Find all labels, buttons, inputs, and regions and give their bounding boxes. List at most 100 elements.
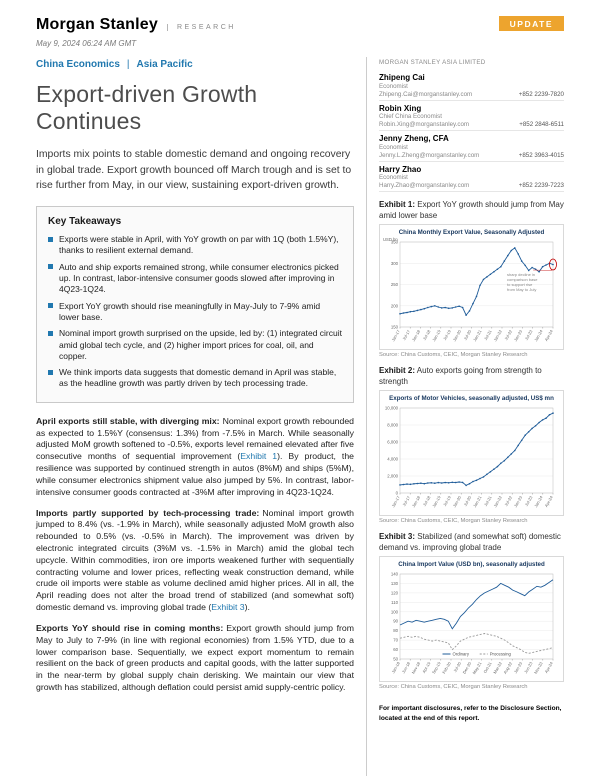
analyst-phone: +852 2239-7820 [518, 90, 564, 98]
publication-date: May 9, 2024 06:24 AM GMT [36, 39, 137, 48]
svg-text:Jan-18: Jan-18 [411, 495, 422, 509]
chart-title: China Monthly Export Value, Seasonally A… [398, 229, 545, 237]
svg-text:to support rise: to support rise [507, 282, 533, 287]
svg-text:Jan-21: Jan-21 [472, 495, 483, 509]
svg-text:Jul-17: Jul-17 [401, 495, 411, 508]
svg-text:Jan-20: Jan-20 [452, 328, 463, 342]
svg-text:USD bn: USD bn [383, 237, 398, 242]
svg-text:4,000: 4,000 [387, 457, 398, 462]
exhibit-caption: Exhibit 2: Auto exports going from stren… [379, 366, 542, 386]
svg-text:Jan-21: Jan-21 [472, 328, 483, 342]
svg-text:Jul-18: Jul-18 [422, 328, 432, 341]
exhibit-3-link[interactable]: Exhibit 3 [211, 602, 245, 613]
takeaway-text: Exports were stable in April, with YoY g… [59, 234, 339, 256]
svg-text:Apr-19: Apr-19 [421, 661, 432, 675]
takeaway-text: Export YoY growth should rise meaningful… [59, 300, 321, 322]
analyst-role: Economist [379, 82, 408, 90]
body-paragraph: Exports YoY should rise in coming months… [36, 623, 354, 694]
exhibit-label: Exhibit 3 [379, 532, 413, 542]
exhibit-label: Exhibit 1 [379, 200, 413, 209]
sidebar-column: MORGAN STANLEY ASIA LIMITED Zhipeng Cai … [366, 57, 564, 776]
exhibit-caption-text: Export YoY growth should jump from May a… [379, 200, 564, 220]
analyst-role: Economist [379, 174, 408, 181]
svg-text:Jan-22: Jan-22 [492, 328, 503, 342]
svg-text:Jul-17: Jul-17 [401, 328, 411, 341]
svg-text:6,000: 6,000 [387, 440, 398, 445]
key-takeaways-box: Key Takeaways Exports were stable in Apr… [36, 206, 354, 403]
exhibit-1-link[interactable]: Exhibit 1 [240, 451, 278, 462]
svg-text:Processing: Processing [490, 652, 512, 657]
svg-text:Jan-19: Jan-19 [431, 328, 442, 342]
svg-text:Jan-23: Jan-23 [513, 661, 524, 675]
svg-text:Feb-20: Feb-20 [441, 661, 452, 675]
analyst-card: Harry Zhao Economist Harry.Zhao@morganst… [379, 162, 564, 192]
paragraph-text: Nominal import growth jumped to 8.4% (vs… [36, 507, 355, 613]
svg-text:Jan-24: Jan-24 [533, 328, 544, 342]
section-name: China Economics [36, 59, 120, 70]
body-paragraph: Imports partly supported by tech-process… [36, 508, 354, 614]
svg-text:Apr-24: Apr-24 [544, 661, 555, 675]
analyst-name: Zhipeng Cai [379, 73, 425, 82]
bullet-icon [48, 369, 53, 375]
svg-text:Jul-20: Jul-20 [462, 328, 472, 341]
exhibit-2: Exhibit 2: Auto exports going from stren… [379, 366, 564, 524]
svg-text:Jul-19: Jul-19 [442, 495, 452, 508]
svg-text:200: 200 [391, 303, 399, 308]
analyst-phone: +852 3963-4015 [518, 151, 564, 159]
svg-text:50: 50 [393, 657, 398, 662]
analyst-card: Zhipeng Cai Economist Zhipeng.Cai@morgan… [379, 70, 564, 101]
svg-text:Jan-20: Jan-20 [452, 495, 463, 509]
svg-text:140: 140 [391, 572, 399, 577]
analyst-phone: +852 2848-6511 [519, 121, 564, 128]
analyst-list: Zhipeng Cai Economist Zhipeng.Cai@morgan… [379, 70, 564, 192]
svg-text:Dec-20: Dec-20 [461, 661, 472, 675]
entity-name: MORGAN STANLEY ASIA LIMITED [379, 59, 486, 66]
bullet-icon [48, 303, 53, 309]
svg-text:0: 0 [396, 491, 399, 496]
svg-text:Apr-24: Apr-24 [544, 328, 555, 342]
svg-text:Jan-23: Jan-23 [513, 495, 524, 509]
svg-text:110: 110 [391, 600, 398, 605]
svg-text:2,000: 2,000 [387, 474, 398, 479]
list-item: Export YoY growth should rise meaningful… [48, 301, 342, 324]
svg-text:Jul-21: Jul-21 [483, 328, 493, 341]
svg-text:120: 120 [391, 591, 399, 596]
svg-text:8,000: 8,000 [387, 423, 398, 428]
chart-source: Source: China Customs, CEIC, Morgan Stan… [379, 352, 528, 359]
line-chart: 150 200 250 300 350 Jan-17 Jul-17 Jan-18 Jul-18 J… [382, 237, 561, 349]
exhibit-caption: Exhibit 1: Export YoY growth should jump… [379, 200, 564, 220]
report-summary: Imports mix points to stable domestic de… [36, 149, 352, 191]
analyst-email: Zhipeng.Cai@morganstanley.com [379, 90, 473, 98]
brand-block: Morgan Stanley RESEARCH [36, 16, 236, 34]
svg-text:Jan-23: Jan-23 [513, 328, 524, 342]
analyst-name: Jenny Zheng, CFA [379, 134, 449, 143]
chart-title: Exports of Motor Vehicles, seasonally ad… [389, 395, 554, 403]
svg-text:Jan-19: Jan-19 [431, 495, 442, 509]
paragraph-text: ). By product, the resilience was suppor… [36, 451, 354, 497]
svg-text:60: 60 [393, 647, 398, 652]
analyst-name: Robin Xing [379, 103, 422, 113]
svg-text:Jul-20: Jul-20 [462, 495, 472, 508]
line-chart: 50 60 70 80 90 100 110 120 130 140 Jan-18 Jun-18 Nov… [382, 569, 561, 681]
svg-text:Jul-18: Jul-18 [422, 495, 432, 508]
svg-text:Jan-24: Jan-24 [533, 495, 544, 509]
update-badge: UPDATE [498, 16, 564, 31]
takeaway-text: Nominal import growth surprised on the u… [59, 328, 342, 361]
svg-text:Jan-17: Jan-17 [390, 328, 401, 342]
svg-text:Apr-24: Apr-24 [544, 495, 555, 509]
svg-text:Nov-18: Nov-18 [410, 661, 421, 675]
chart-source: Source: China Customs, CEIC, Morgan Stan… [379, 518, 528, 525]
svg-text:Aug-22: Aug-22 [502, 661, 513, 675]
exhibit-caption-text: Stabilized (and somewhat soft) domestic … [379, 532, 561, 552]
svg-text:100: 100 [391, 610, 399, 615]
paragraph-lead: April exports still stable, with divergi… [36, 415, 220, 426]
bullet-icon [48, 264, 53, 270]
svg-text:Jul-23: Jul-23 [524, 495, 534, 508]
svg-text:Jul-20: Jul-20 [452, 661, 462, 674]
analyst-card: Robin Xing Chief China Economist Robin.X… [379, 101, 564, 131]
list-item: Nominal import growth surprised on the u… [48, 328, 342, 362]
list-item: Exports were stable in April, with YoY g… [48, 234, 342, 257]
exhibit-caption-text: Auto exports going from strength to stre… [379, 366, 542, 386]
analyst-email: Harry.Zhao@morganstanley.com [379, 182, 470, 189]
